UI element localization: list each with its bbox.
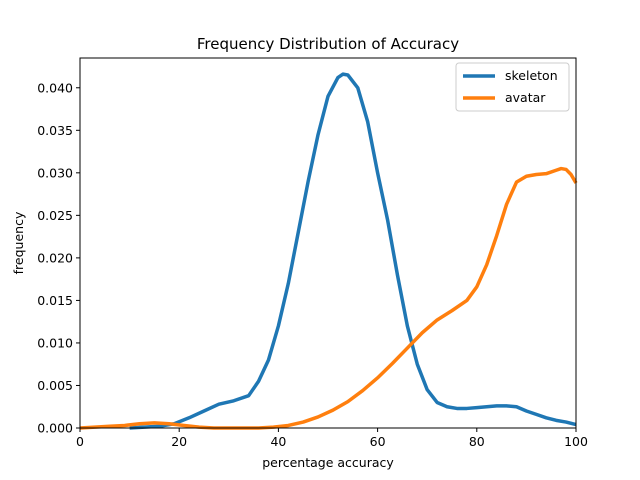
x-axis-label: percentage accuracy	[262, 455, 394, 470]
series-line-avatar	[79, 166, 578, 430]
y-axis-label: frequency	[11, 211, 26, 274]
legend-label-avatar: avatar	[505, 90, 546, 105]
y-tick-label: 0.030	[37, 165, 73, 180]
x-tick-label: 20	[171, 434, 187, 449]
chart-title: Frequency Distribution of Accuracy	[197, 35, 459, 53]
y-tick-label: 0.015	[37, 293, 73, 308]
x-tick-label: 0	[76, 434, 84, 449]
y-tick-label: 0.010	[37, 335, 73, 350]
x-tick-label: 60	[370, 434, 386, 449]
y-tick-label: 0.000	[37, 421, 73, 436]
x-tick-label: 80	[469, 434, 485, 449]
x-tick-label: 100	[564, 434, 588, 449]
y-tick-label: 0.020	[37, 250, 73, 265]
y-tick-label: 0.025	[37, 208, 73, 223]
x-tick-label: 40	[270, 434, 286, 449]
series-line-skeleton	[129, 72, 577, 430]
y-tick-label: 0.040	[37, 80, 73, 95]
legend-label-skeleton: skeleton	[505, 68, 558, 83]
axes-layer: 0 20 40 60 80 100 0.000 0.005 0.010 0.015 0.020 0.0…	[37, 80, 588, 449]
y-tick-label: 0.005	[37, 378, 73, 393]
y-tick-label: 0.035	[37, 123, 73, 138]
plot-frame	[79, 57, 577, 429]
series-layer	[79, 72, 578, 430]
legend: skeleton avatar	[455, 62, 570, 112]
